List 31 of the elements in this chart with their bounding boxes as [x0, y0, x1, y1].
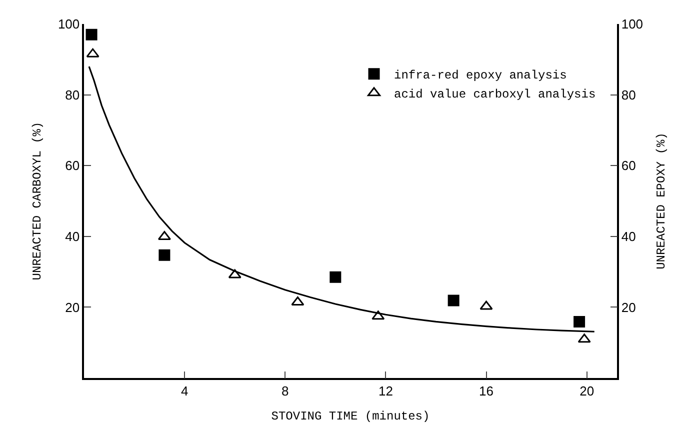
x-tick-label: 12 [378, 383, 393, 398]
y-tick-label: 20 [65, 300, 80, 315]
y2-tick-label: 100 [621, 16, 644, 32]
point [330, 271, 342, 283]
point [86, 28, 98, 40]
y-axis-title: UNREACTED CARBOXYL (%) [30, 122, 45, 280]
x-tick-label: 20 [580, 383, 594, 398]
y2-tick-label: 80 [621, 87, 636, 102]
y2-tick-label: 40 [621, 228, 636, 244]
point [86, 48, 100, 58]
point [158, 249, 170, 261]
y-tick-label: 60 [65, 158, 80, 174]
point [578, 334, 591, 343]
y-tick-label: 100 [58, 16, 80, 32]
legend-label: acid value carboxyl analysis [394, 88, 596, 102]
point [291, 296, 304, 306]
y2-tick-label: 60 [621, 158, 636, 174]
legend-label: infra-red epoxy analysis [394, 68, 567, 83]
x-tick-label: 4 [180, 383, 188, 398]
x-tick-label: 8 [282, 383, 289, 398]
y2-axis-title: UNREACTED EPOXY (%) [654, 132, 668, 270]
x-axis-title: STOVING TIME (minutes) [271, 410, 430, 424]
point [448, 294, 460, 306]
y-tick-label: 80 [65, 87, 80, 102]
point [574, 316, 586, 328]
point [372, 310, 385, 320]
point [480, 300, 493, 310]
point [228, 269, 242, 278]
y-tick-label: 40 [65, 228, 80, 244]
x-tick-label: 16 [479, 383, 494, 398]
y2-tick-label: 20 [621, 300, 636, 315]
